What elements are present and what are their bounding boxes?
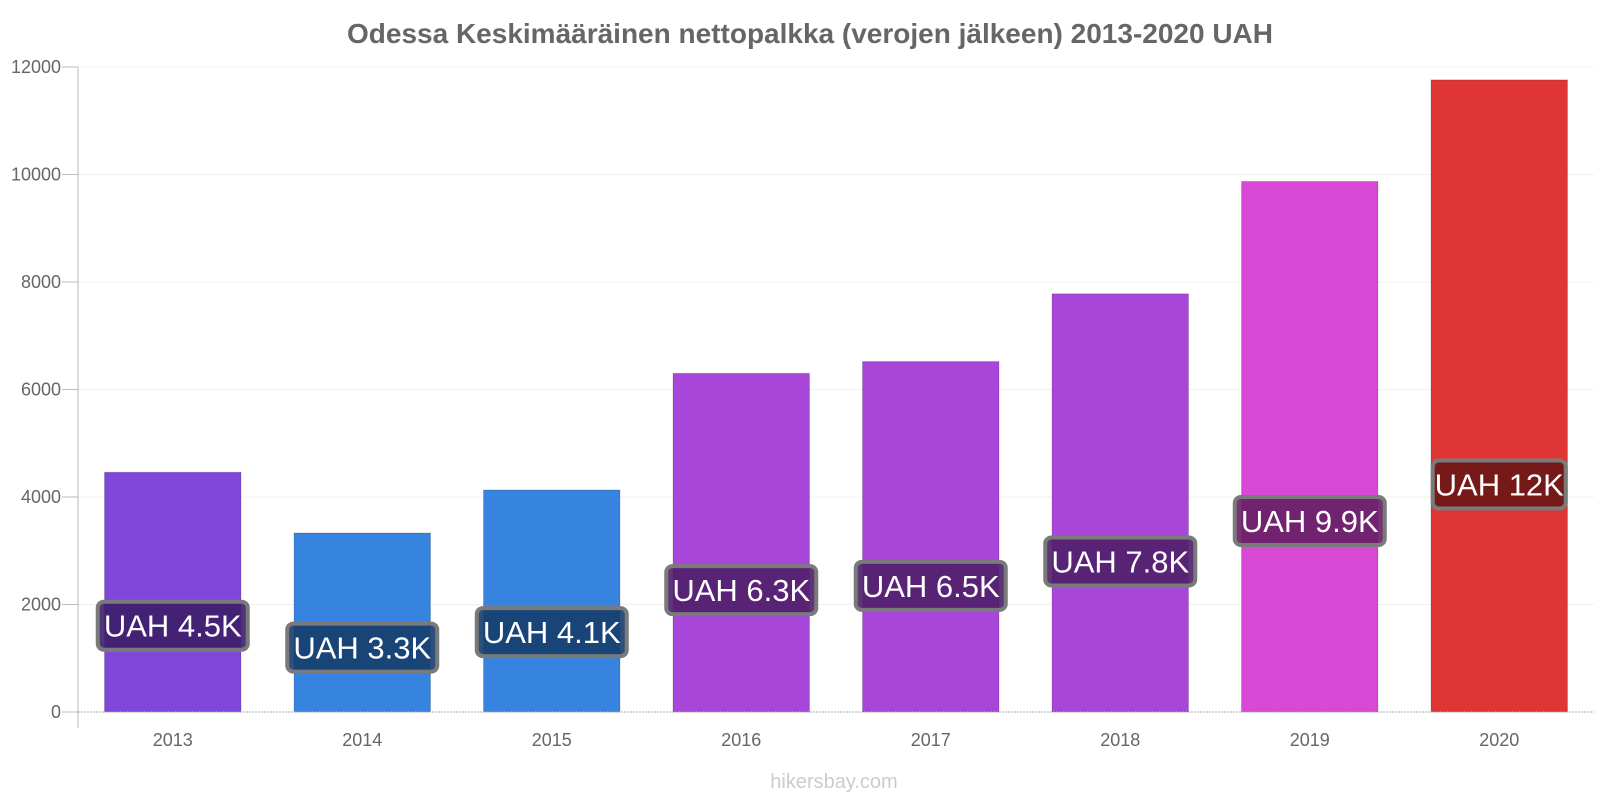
bar-2017 — [862, 361, 1000, 713]
data-label-2018: UAH 7.8K — [1043, 535, 1198, 588]
x-tick-label: 2020 — [1479, 730, 1519, 750]
y-tick-label: 12000 — [11, 57, 61, 77]
data-label-text: UAH 3.3K — [293, 631, 431, 666]
data-labels: UAH 4.5K UAH 3.3K UAH 4.1K UAH 6.3K UAH 6.5K… — [95, 458, 1568, 674]
x-tick-label: 2015 — [532, 730, 572, 750]
bars — [104, 79, 1568, 713]
y-tick-label: 4000 — [21, 487, 61, 507]
y-tick-label: 10000 — [11, 165, 61, 185]
x-tick-label: 2014 — [342, 730, 382, 750]
source-watermark: hikersbay.com — [770, 771, 897, 793]
data-label-text: UAH 4.1K — [483, 615, 621, 650]
bar-2016 — [672, 372, 810, 713]
y-tick-label: 6000 — [21, 380, 61, 400]
data-label-box — [285, 621, 440, 674]
data-label-2017: UAH 6.5K — [853, 559, 1008, 612]
x-tick-label: 2017 — [911, 730, 951, 750]
y-tick-label: 0 — [51, 702, 61, 722]
data-label-box — [95, 599, 250, 652]
bar-2018 — [1051, 293, 1189, 713]
data-label-2013: UAH 4.5K — [95, 599, 250, 652]
data-label-box — [664, 564, 819, 617]
data-label-text: UAH 12K — [1435, 467, 1565, 502]
x-tick-label: 2016 — [721, 730, 761, 750]
data-label-text: UAH 7.8K — [1051, 544, 1189, 579]
data-label-2015: UAH 4.1K — [474, 606, 629, 659]
y-axis-ticks: 0 2000 4000 6000 8000 10000 12000 — [11, 57, 78, 722]
data-label-text: UAH 6.5K — [862, 569, 1000, 604]
data-label-2020: UAH 12K — [1430, 458, 1568, 511]
data-label-2014: UAH 3.3K — [285, 621, 440, 674]
x-tick-label: 2013 — [153, 730, 193, 750]
data-label-text: UAH 9.9K — [1241, 504, 1379, 539]
data-label-box — [853, 559, 1008, 612]
data-label-box — [1043, 535, 1198, 588]
y-tick-label: 8000 — [21, 272, 61, 292]
bar-2019 — [1241, 180, 1379, 713]
bar-2020 — [1430, 79, 1568, 713]
data-label-box — [1232, 495, 1387, 548]
x-tick-label: 2019 — [1290, 730, 1330, 750]
chart-title: Odessa Keskimääräinen nettopalkka (veroj… — [347, 18, 1273, 49]
data-label-2019: UAH 9.9K — [1232, 495, 1387, 548]
bar-2013 — [104, 471, 242, 713]
x-tick-label: 2018 — [1100, 730, 1140, 750]
data-label-box — [1430, 458, 1568, 511]
data-label-box — [474, 606, 629, 659]
data-label-text: UAH 6.3K — [672, 573, 810, 608]
data-label-2016: UAH 6.3K — [664, 564, 819, 617]
x-axis-ticks: 2013 2014 2015 2016 2017 2018 2019 2020 — [153, 730, 1520, 750]
data-label-text: UAH 4.5K — [104, 609, 242, 644]
bar-2015 — [483, 489, 621, 713]
y-tick-label: 2000 — [21, 595, 61, 615]
